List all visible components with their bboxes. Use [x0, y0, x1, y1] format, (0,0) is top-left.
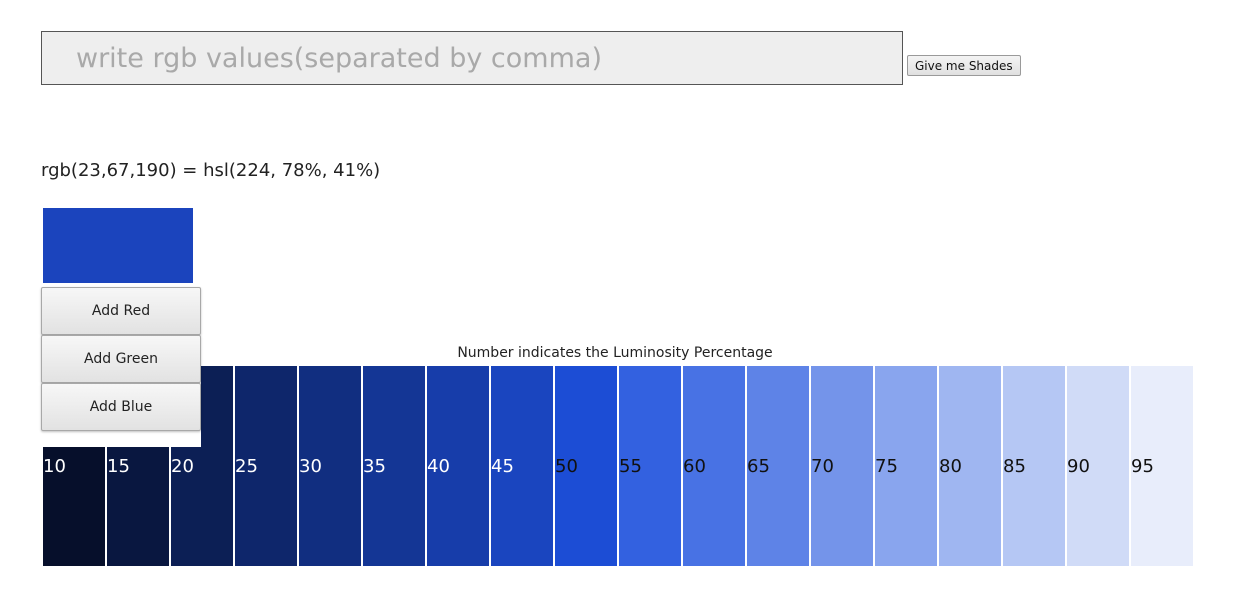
shade-tile: 65 — [747, 366, 809, 566]
shade-tile: 85 — [1003, 366, 1065, 566]
shade-luminosity-label: 35 — [363, 456, 386, 477]
shade-luminosity-label: 85 — [1003, 456, 1026, 477]
shade-luminosity-label: 75 — [875, 456, 898, 477]
color-swatch — [43, 208, 193, 283]
shade-luminosity-label: 45 — [491, 456, 514, 477]
shade-tile: 75 — [875, 366, 937, 566]
shade-luminosity-label: 15 — [107, 456, 130, 477]
shade-luminosity-label: 55 — [619, 456, 642, 477]
shade-luminosity-label: 65 — [747, 456, 770, 477]
shade-tile: 60 — [683, 366, 745, 566]
shade-luminosity-label: 25 — [235, 456, 258, 477]
shade-luminosity-label: 60 — [683, 456, 706, 477]
shade-tile: 50 — [555, 366, 617, 566]
shade-luminosity-label: 50 — [555, 456, 578, 477]
shade-tile: 70 — [811, 366, 873, 566]
shade-tile: 90 — [1067, 366, 1129, 566]
shade-tile: 80 — [939, 366, 1001, 566]
luminosity-caption: Number indicates the Luminosity Percenta… — [457, 345, 773, 361]
shade-tile: 95 — [1131, 366, 1193, 566]
add-green-button[interactable]: Add Green — [41, 335, 201, 383]
shade-luminosity-label: 30 — [299, 456, 322, 477]
add-red-button[interactable]: Add Red — [41, 287, 201, 335]
shade-luminosity-label: 10 — [43, 456, 66, 477]
shade-luminosity-label: 40 — [427, 456, 450, 477]
shade-tile: 40 — [427, 366, 489, 566]
shade-luminosity-label: 20 — [171, 456, 194, 477]
shades-strip: 10 15 20 25 30 35 40 45 50 55 60 65 70 75 80 85 90 95 — [43, 366, 1193, 566]
add-blue-button[interactable]: Add Blue — [41, 383, 201, 431]
give-me-shades-button[interactable]: Give me Shades — [907, 55, 1021, 76]
add-color-panel: Add Red Add Green Add Blue — [41, 287, 201, 447]
rgb-input[interactable] — [41, 31, 903, 85]
shade-tile: 55 — [619, 366, 681, 566]
shade-luminosity-label: 95 — [1131, 456, 1154, 477]
shade-luminosity-label: 80 — [939, 456, 962, 477]
shade-tile: 25 — [235, 366, 297, 566]
shade-tile: 30 — [299, 366, 361, 566]
conversion-text: rgb(23,67,190) = hsl(224, 78%, 41%) — [41, 160, 381, 181]
shade-luminosity-label: 70 — [811, 456, 834, 477]
shade-tile: 35 — [363, 366, 425, 566]
shade-luminosity-label: 90 — [1067, 456, 1090, 477]
shade-tile: 45 — [491, 366, 553, 566]
